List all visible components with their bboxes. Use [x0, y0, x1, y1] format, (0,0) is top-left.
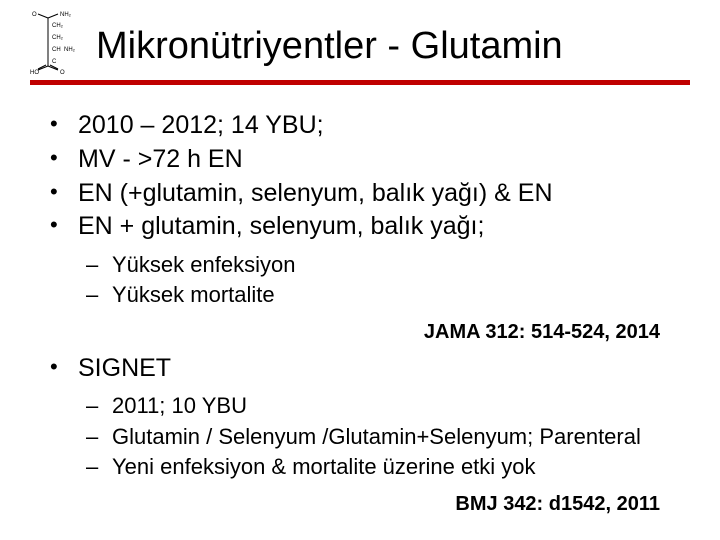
list-item: Yüksek enfeksiyon — [86, 250, 690, 280]
svg-text:HO: HO — [30, 70, 39, 76]
svg-text:NH₂: NH₂ — [60, 12, 72, 18]
svg-text:O: O — [60, 70, 65, 76]
sub-text: Yeni enfeksiyon & mortalite üzerine etki… — [112, 452, 536, 482]
bullet-text: SIGNET — [78, 352, 171, 386]
sub-text: Yüksek enfeksiyon — [112, 250, 295, 280]
svg-text:CH₂: CH₂ — [52, 35, 64, 41]
list-item: EN + glutamin, selenyum, balık yağı; — [48, 210, 690, 244]
bullet-text: EN (+glutamin, selenyum, balık yağı) & E… — [78, 177, 553, 211]
molecule-icon: O NH₂ CH₂ CH₂ CH NH₂ C HO O — [30, 10, 90, 78]
sub-text: 2011; 10 YBU — [112, 391, 247, 421]
sub-text: Yüksek mortalite — [112, 280, 275, 310]
svg-text:C: C — [52, 59, 57, 65]
title-underline — [30, 80, 690, 85]
slide-title: Mikronütriyentler - Glutamin — [96, 10, 563, 70]
list-item: Yüksek mortalite — [86, 280, 690, 310]
sub-list-2: 2011; 10 YBU Glutamin / Selenyum /Glutam… — [86, 391, 690, 482]
list-item: Glutamin / Selenyum /Glutamin+Selenyum; … — [86, 422, 690, 452]
list-item: SIGNET — [48, 352, 690, 386]
content-area: 2010 – 2012; 14 YBU; MV - >72 h EN EN (+… — [30, 109, 690, 516]
list-item: Yeni enfeksiyon & mortalite üzerine etki… — [86, 452, 690, 482]
bullet-list-2: SIGNET — [48, 352, 690, 386]
sub-text: Glutamin / Selenyum /Glutamin+Selenyum; … — [112, 422, 641, 452]
citation-2: BMJ 342: d1542, 2011 — [48, 493, 690, 516]
list-item: MV - >72 h EN — [48, 143, 690, 177]
citation-1: JAMA 312: 514-524, 2014 — [48, 321, 690, 344]
sub-list-1: Yüksek enfeksiyon Yüksek mortalite — [86, 250, 690, 311]
svg-text:CH: CH — [52, 47, 61, 53]
list-item: 2010 – 2012; 14 YBU; — [48, 109, 690, 143]
slide: O NH₂ CH₂ CH₂ CH NH₂ C HO O Mikronütriye… — [0, 0, 720, 540]
bullet-list-1: 2010 – 2012; 14 YBU; MV - >72 h EN EN (+… — [48, 109, 690, 244]
bullet-text: MV - >72 h EN — [78, 143, 243, 177]
list-item: EN (+glutamin, selenyum, balık yağı) & E… — [48, 177, 690, 211]
header-row: O NH₂ CH₂ CH₂ CH NH₂ C HO O Mikronütriye… — [30, 10, 690, 78]
svg-text:O: O — [32, 12, 37, 18]
list-item: 2011; 10 YBU — [86, 391, 690, 421]
svg-text:CH₂: CH₂ — [52, 23, 64, 29]
bullet-text: EN + glutamin, selenyum, balık yağı; — [78, 210, 484, 244]
svg-text:NH₂: NH₂ — [64, 47, 76, 53]
bullet-text: 2010 – 2012; 14 YBU; — [78, 109, 324, 143]
